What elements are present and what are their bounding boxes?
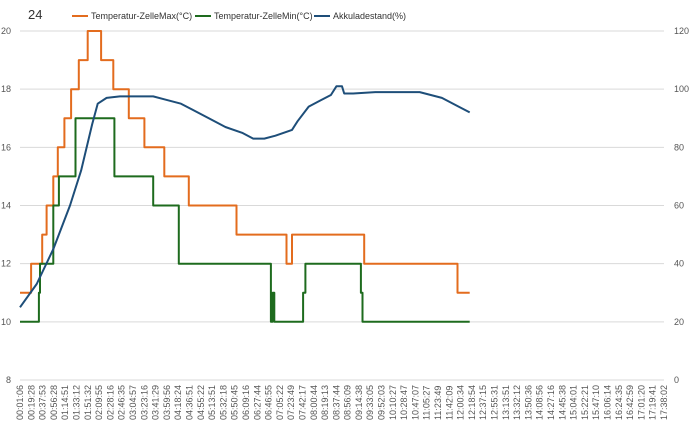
series-line-2 [19, 85, 471, 308]
x-tick-label: 13:13:51 [501, 385, 511, 420]
series-lines [19, 30, 471, 323]
y-tick-right: 100 [674, 84, 689, 94]
x-tick-label: 03:41:29 [151, 385, 161, 420]
x-tick-label: 11:05:27 [422, 386, 432, 420]
x-tick-label: 06:09:16 [241, 385, 251, 420]
x-tick-label: 17:19:41 [648, 385, 658, 420]
x-tick-label: 09:14:38 [354, 385, 364, 420]
legend: Temperatur-ZelleMax(°C) Temperatur-ZelleM… [72, 11, 406, 21]
x-tick-label: 02:09:55 [94, 385, 104, 420]
x-tick-label: 03:59:56 [162, 385, 172, 420]
y-tick-right: 80 [674, 142, 684, 152]
x-tick-label: 08:56:09 [343, 385, 353, 420]
x-tick-label: 14:45:38 [557, 385, 567, 420]
y-tick-left: 20 [1, 26, 11, 36]
x-tick-label: 13:32:12 [512, 385, 522, 420]
y-axis-left: 8 10 12 14 16 18 20 [1, 26, 11, 385]
x-tick-label: 01:51:32 [83, 385, 93, 420]
x-tick-label: 04:36:51 [184, 385, 194, 420]
x-tick-label: 05:50:45 [230, 385, 240, 420]
x-tick-label: 00:37:53 [38, 385, 48, 420]
x-tick-label: 08:00:44 [309, 385, 319, 420]
x-tick-label: 16:06:14 [603, 385, 613, 420]
series-line-1 [20, 117, 470, 323]
x-tick-label: 10:10:27 [388, 385, 398, 420]
x-tick-label: 02:28:16 [105, 385, 115, 420]
x-tick-label: 10:28:47 [399, 385, 409, 420]
x-tick-label: 06:27:44 [252, 385, 262, 420]
x-tick-label: 04:18:24 [173, 385, 183, 420]
x-tick-label: 11:23:49 [433, 386, 443, 420]
y-tick-right: 20 [674, 317, 684, 327]
x-tick-label: 17:38:02 [659, 385, 669, 420]
x-tick-label: 15:04:01 [569, 385, 579, 420]
y-tick-left: 8 [6, 375, 11, 385]
x-tick-label: 11:42:09 [444, 386, 454, 420]
x-tick-label: 07:42:17 [297, 385, 307, 420]
y-tick-left: 10 [1, 317, 11, 327]
x-tick-label: 08:37:44 [331, 385, 341, 420]
x-tick-label: 14:08:56 [535, 385, 545, 420]
x-tick-label: 09:52:03 [377, 385, 387, 420]
x-tick-label: 06:46:55 [264, 385, 274, 420]
x-tick-label: 02:46:35 [117, 385, 127, 420]
x-tick-label: 09:33:05 [365, 385, 375, 420]
y-tick-right: 60 [674, 201, 684, 211]
legend-label: Akkuladestand(%) [333, 11, 406, 21]
x-tick-label: 12:37:15 [478, 385, 488, 420]
x-tick-label: 01:33:12 [71, 385, 81, 420]
x-tick-label: 03:23:16 [139, 385, 149, 420]
y-tick-left: 16 [1, 142, 11, 152]
y-tick-left: 14 [1, 201, 11, 211]
x-tick-label: 07:23:49 [286, 385, 296, 420]
legend-label: Temperatur-ZelleMin(°C) [214, 11, 313, 21]
x-tick-label: 16:42:59 [625, 385, 635, 420]
x-tick-label: 15:22:21 [580, 385, 590, 420]
x-tick-label: 12:00:34 [456, 385, 466, 420]
y-tick-right: 40 [674, 259, 684, 269]
x-tick-label: 07:05:22 [275, 385, 285, 420]
legend-label: Temperatur-ZelleMax(°C) [91, 11, 192, 21]
series-line-0 [20, 30, 470, 294]
x-tick-label: 12:18:54 [467, 385, 477, 420]
y-tick-left: 12 [1, 259, 11, 269]
y-axis-right: 0 20 40 60 80 100 120 [674, 26, 689, 385]
x-tick-label: 08:19:13 [320, 385, 330, 420]
x-tick-label: 00:01:06 [15, 385, 25, 420]
x-tick-label: 14:27:16 [546, 385, 556, 420]
x-tick-label: 15:47:10 [591, 385, 601, 420]
x-tick-label: 12:55:31 [490, 385, 500, 420]
x-tick-label: 13:50:36 [523, 385, 533, 420]
x-tick-label: 04:55:22 [196, 385, 206, 420]
x-tick-label: 17:01:20 [636, 385, 646, 420]
y-tick-right: 120 [674, 26, 689, 36]
x-tick-label: 00:56:28 [49, 385, 59, 420]
x-tick-label: 05:13:51 [207, 385, 217, 420]
x-tick-label: 10:47:07 [410, 385, 420, 420]
x-tick-label: 00:19:28 [26, 385, 36, 420]
x-tick-label: 05:32:18 [218, 385, 228, 420]
y-tick-right: 0 [674, 375, 679, 385]
x-axis: 00:01:06 00:19:28 00:37:53 00:56:28 01:14:51… [15, 385, 669, 420]
y-tick-left: 18 [1, 84, 11, 94]
chart-title: 24 [28, 7, 42, 22]
x-tick-label: 01:14:51 [60, 385, 70, 420]
x-tick-label: 03:04:57 [128, 385, 138, 420]
x-tick-label: 16:24:35 [614, 385, 624, 420]
gridlines [20, 30, 664, 381]
